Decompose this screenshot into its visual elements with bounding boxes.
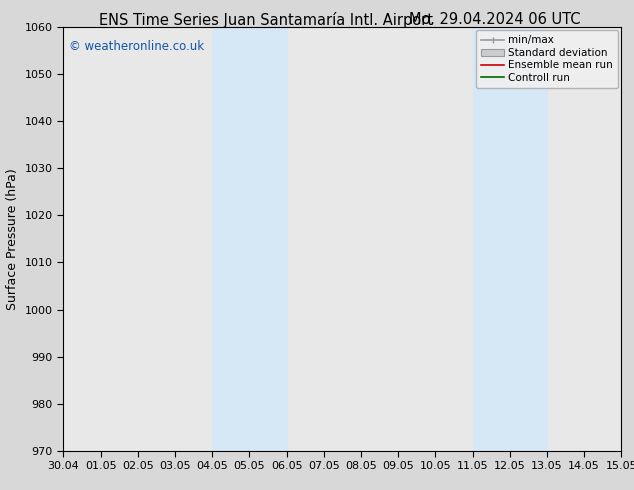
Y-axis label: Surface Pressure (hPa): Surface Pressure (hPa) (6, 168, 19, 310)
Bar (212, 27, 287, 451)
Legend: min/max, Standard deviation, Ensemble mean run, Controll run: min/max, Standard deviation, Ensemble me… (476, 30, 618, 88)
Text: © weatheronline.co.uk: © weatheronline.co.uk (69, 40, 204, 52)
Text: ENS Time Series Juan Santamaría Intl. Airport: ENS Time Series Juan Santamaría Intl. Ai… (100, 12, 433, 28)
Text: Mo. 29.04.2024 06 UTC: Mo. 29.04.2024 06 UTC (409, 12, 580, 27)
Bar (472, 27, 547, 451)
